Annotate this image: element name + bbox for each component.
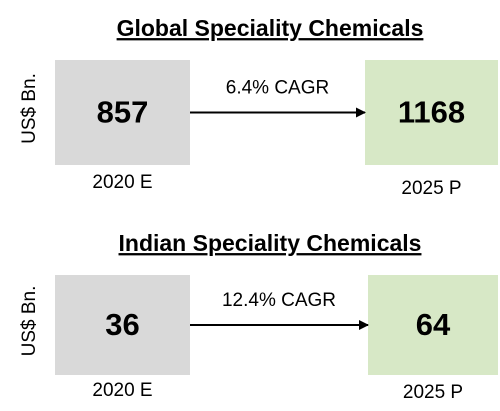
to-year-label: 2025 P (401, 178, 461, 199)
section-title: Indian Speciality Chemicals (119, 230, 422, 256)
to-value: 64 (416, 307, 451, 342)
to-box (368, 275, 498, 375)
section-title: Global Speciality Chemicals (117, 15, 424, 41)
cagr-label: 12.4% CAGR (222, 290, 336, 311)
y-axis-label: US$ Bn. (19, 73, 40, 144)
from-value: 857 (97, 95, 149, 130)
from-year-label: 2020 E (92, 380, 152, 401)
y-axis-label: US$ Bn. (19, 286, 40, 357)
from-value: 36 (105, 307, 139, 342)
from-year-label: 2020 E (92, 172, 152, 193)
to-year-label: 2025 P (403, 382, 463, 403)
to-box (365, 60, 498, 165)
from-box (55, 275, 190, 375)
cagr-label: 6.4% CAGR (226, 78, 329, 99)
from-box (55, 60, 190, 165)
to-value: 1168 (398, 95, 465, 130)
